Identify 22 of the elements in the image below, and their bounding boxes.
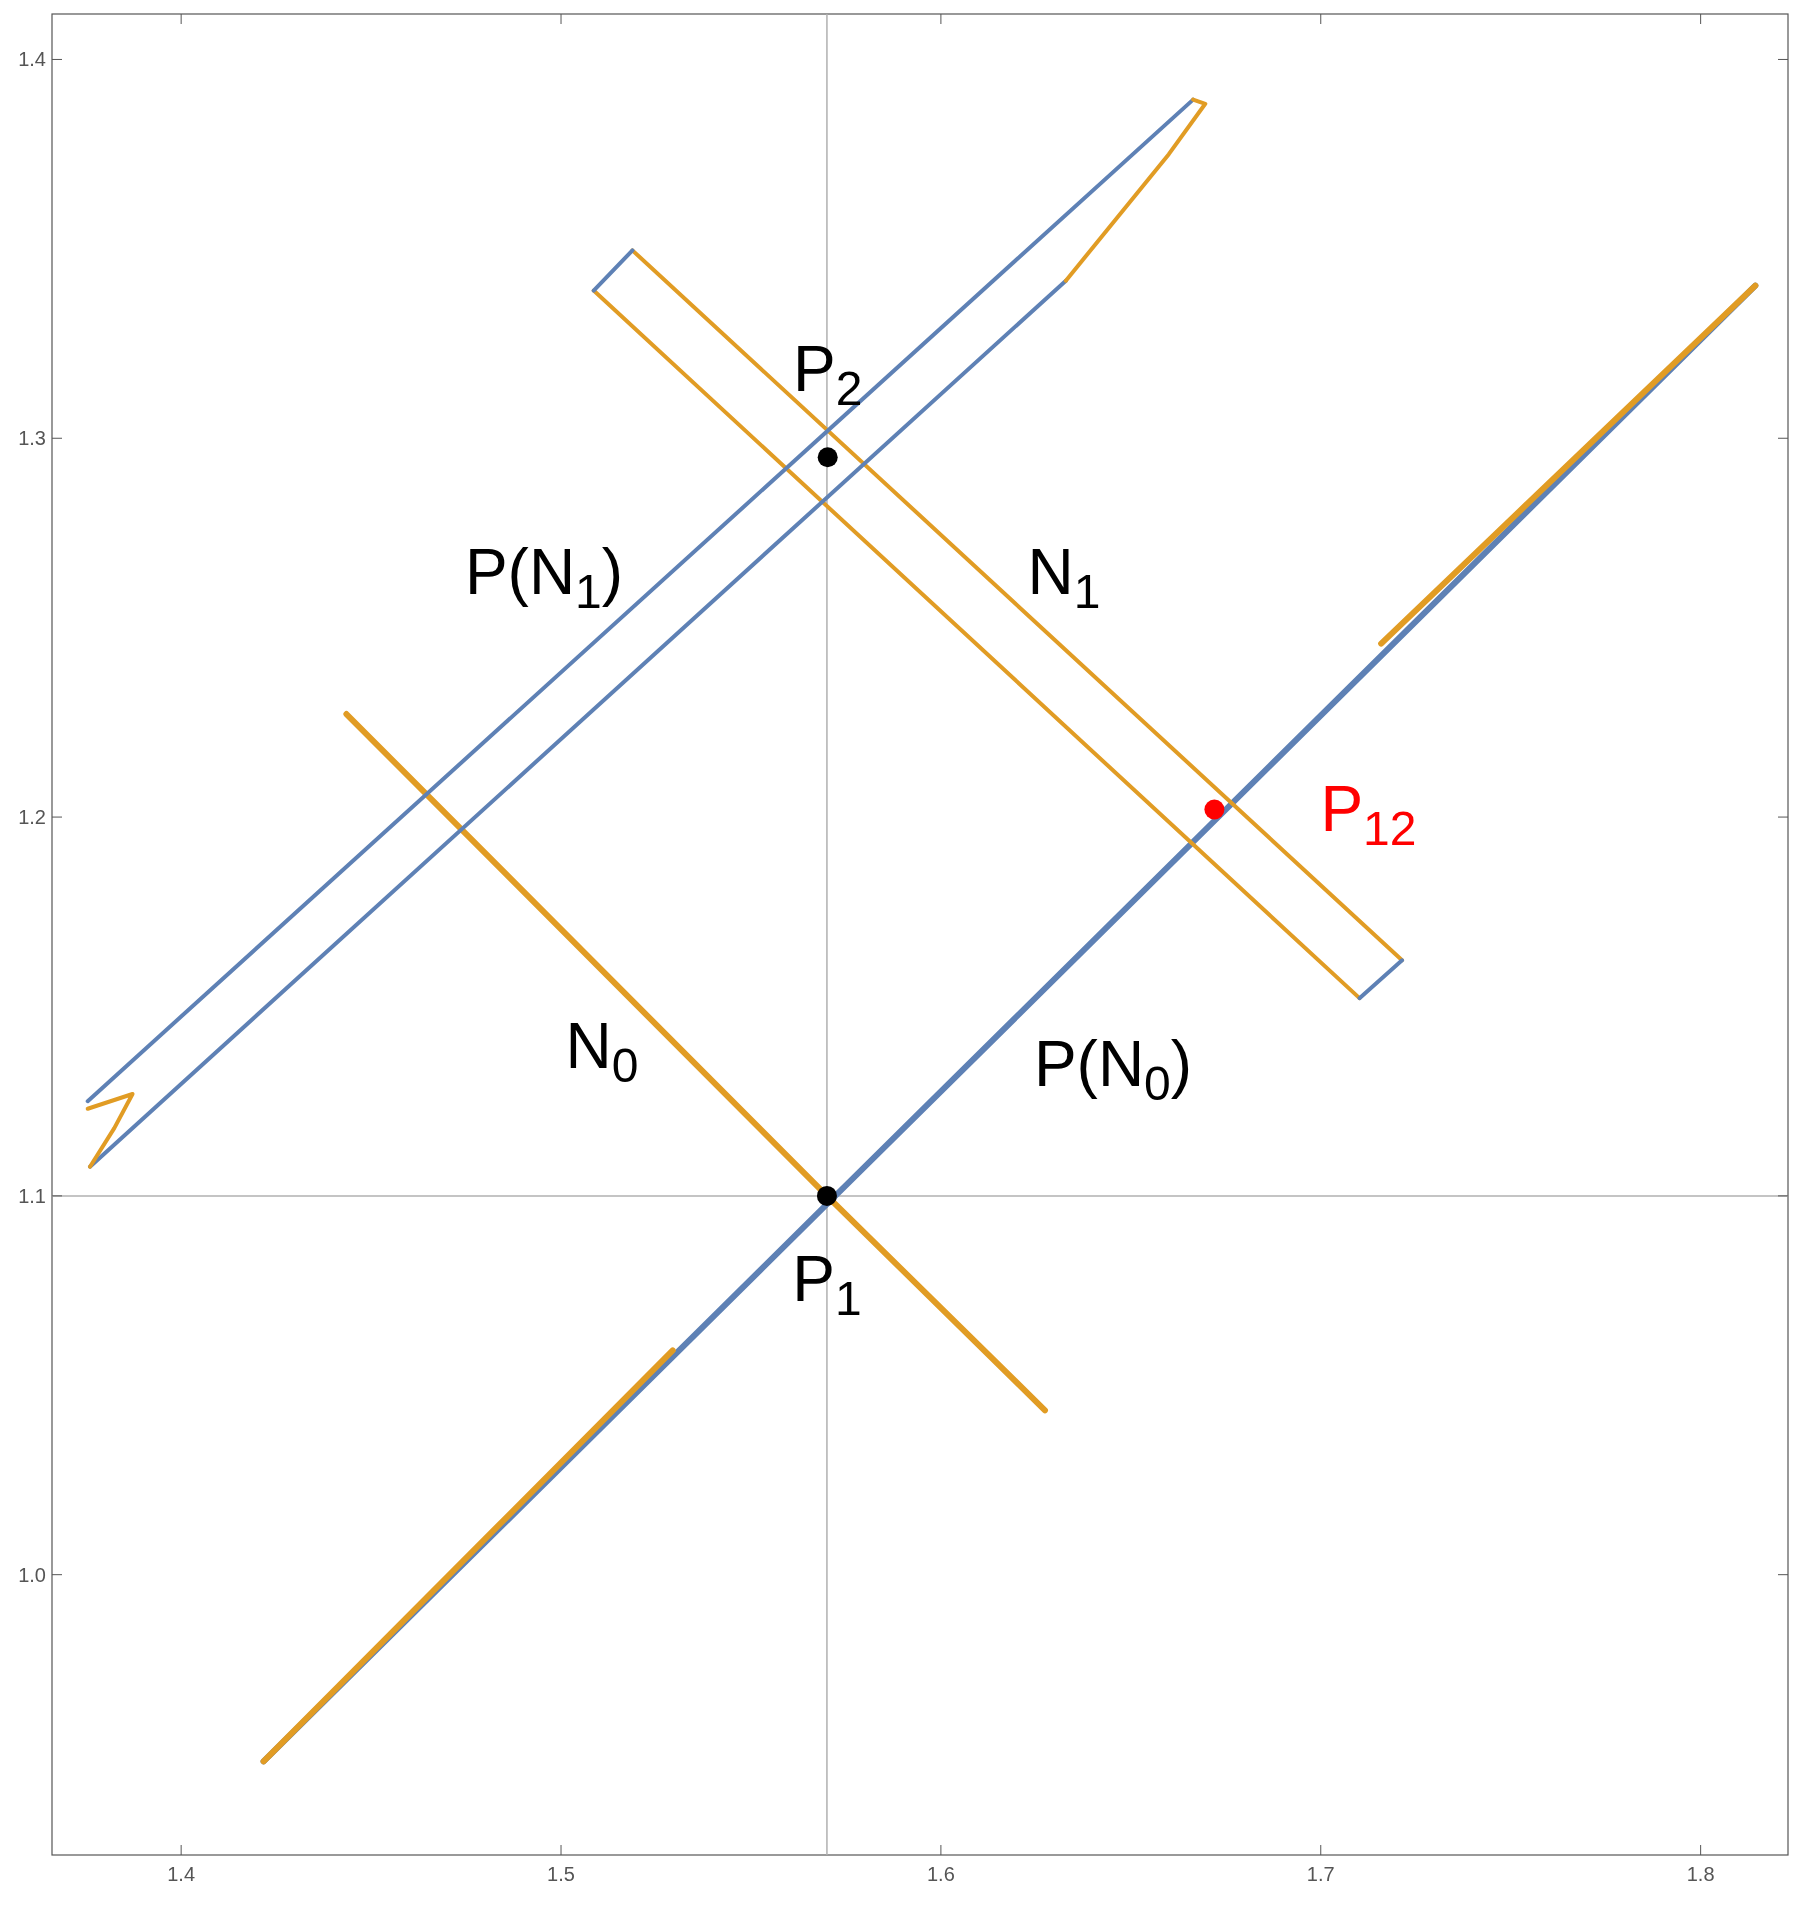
x-tick-label: 1.4 (167, 1863, 196, 1885)
series-label: P$_{2}$ (793, 333, 863, 416)
point (817, 447, 838, 468)
annotation: N$_{0}$ (565, 1010, 639, 1093)
annotation: N$_{1}$ (1027, 536, 1101, 619)
series-label: P$_{12}$ (1320, 773, 1417, 856)
x-tick-label: 1.5 (547, 1863, 575, 1885)
point (1204, 799, 1225, 820)
x-tick-label: 1.8 (1686, 1863, 1715, 1885)
point (816, 1185, 837, 1206)
series-label: P$_{1}$ (792, 1242, 862, 1326)
y-tick-label: 1.2 (18, 806, 46, 829)
annotation: P(N$_{0}$) (1033, 1028, 1193, 1111)
line-series (85, 1091, 135, 1169)
line-series (1063, 97, 1208, 283)
x-tick-label: 1.7 (1306, 1863, 1335, 1885)
y-tick-label: 1.4 (18, 48, 46, 71)
y-tick-label: 1.0 (18, 1563, 46, 1586)
y-tick-label: 1.1 (18, 1184, 46, 1207)
x-tick-label: 1.6 (926, 1863, 955, 1885)
y-tick-label: 1.3 (18, 427, 46, 450)
annotation: P(N$_{1}$) (464, 536, 624, 619)
